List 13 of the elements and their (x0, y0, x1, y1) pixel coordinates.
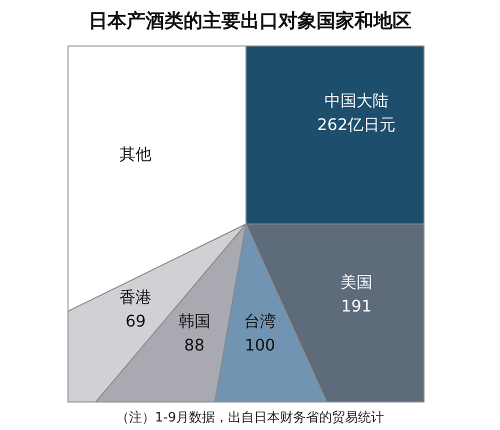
data-label: 191 (341, 296, 372, 316)
slice-label: 韩国 (178, 312, 210, 331)
slice-label: 中国大陆 (324, 91, 388, 110)
slice-label: 香港 (120, 287, 152, 306)
slice-label: 美国 (340, 272, 372, 292)
slice-label: 台湾 (244, 312, 276, 331)
slice-label: 其他 (120, 144, 152, 164)
data-label: 88 (184, 336, 205, 355)
text: （注）1-9月数据，出自日本财务省的贸易统计 (116, 410, 384, 426)
data-label: 100 (244, 336, 276, 355)
data-label: 69 (125, 311, 146, 330)
chart-title: 日本产酒类的主要出口对象国家和地区 (88, 10, 412, 32)
data-label: 262亿日元 (317, 115, 396, 134)
